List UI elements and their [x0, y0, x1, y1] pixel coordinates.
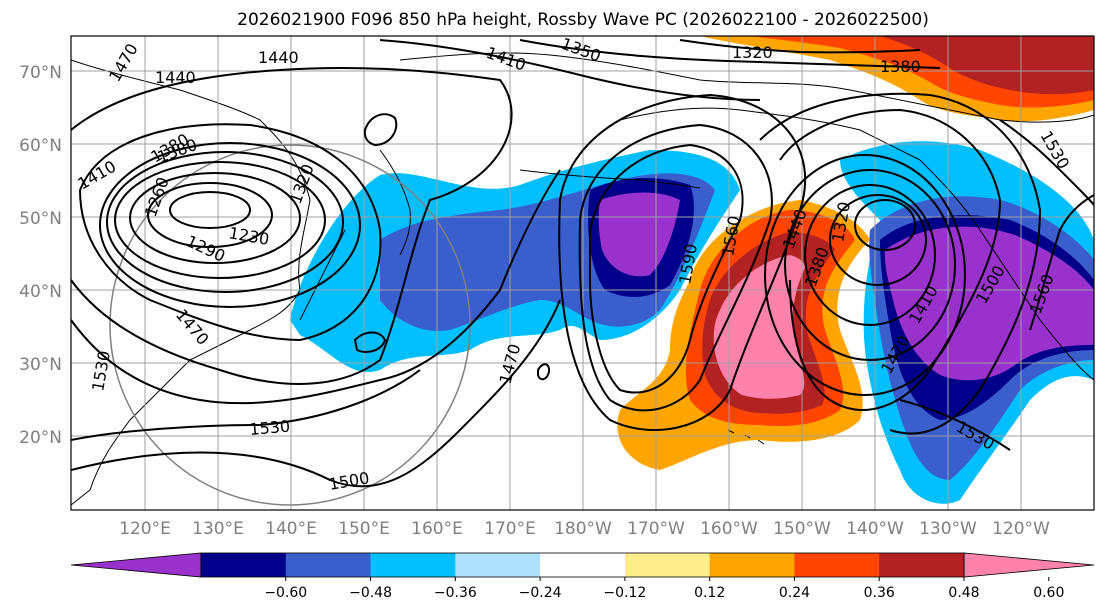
colorbar-extend-high — [963, 552, 1095, 578]
map-area: 1470 1440 1440 1410 1380 1350 1320 1380 … — [71, 36, 1094, 510]
contour-1530-east — [899, 399, 1011, 451]
low-central-1380 — [804, 184, 936, 326]
lon-label: 180°W — [554, 519, 612, 539]
lat-label: 40°N — [19, 282, 62, 302]
contour-label: 1380 — [880, 57, 921, 76]
lon-label: 140°W — [846, 519, 904, 539]
contour-label: 1530 — [249, 417, 291, 439]
height-contours — [71, 39, 1094, 488]
colorbar-tick-label: 0.12 — [694, 585, 725, 601]
colorbar-tick-label: 0.48 — [948, 585, 979, 601]
small-closed-contour-3 — [537, 363, 551, 381]
lon-label: 120°W — [992, 519, 1050, 539]
colorbar-segment — [370, 553, 456, 577]
colorbar: −0.60 −0.48 −0.36 −0.24 −0.12 0.12 0.24 0.36 0.4… — [70, 552, 1095, 601]
colorbar-tick-label: −0.24 — [519, 585, 562, 601]
low-central-1410 — [784, 169, 956, 361]
contour-label: 1440 — [155, 68, 196, 87]
colorbar-tick-label: −0.36 — [434, 585, 477, 601]
contour-1530-arctic — [999, 119, 1094, 206]
colorbar-frame — [200, 552, 965, 578]
lon-label: 160°E — [411, 519, 463, 539]
low-west-1320 — [114, 161, 326, 279]
contour-1530-center — [558, 93, 807, 431]
lon-label: 130°W — [919, 519, 977, 539]
low-west-1290 — [129, 172, 301, 264]
low-central-1350 — [829, 194, 927, 286]
colorbar-segment — [455, 553, 541, 577]
contour-1500-east — [759, 92, 1042, 435]
contour-1320-arctic — [679, 39, 921, 54]
colorbar-segment — [624, 553, 711, 577]
lon-label: 150°W — [773, 519, 831, 539]
contour-1380-arctic — [519, 39, 941, 69]
north-america-coast — [919, 159, 1094, 381]
colorbar-segment — [540, 553, 626, 577]
contour-1560-east — [1029, 194, 1094, 331]
alaska-coast — [619, 107, 921, 161]
colorbar-segment — [201, 553, 287, 577]
lat-label: 30°N — [19, 355, 62, 375]
lon-label: 170°W — [627, 519, 685, 539]
low-west-1260 — [147, 182, 273, 248]
colorbar-tick-label: 0.24 — [779, 585, 810, 601]
low-central-1440 — [764, 154, 966, 396]
gridlines — [71, 36, 1094, 510]
lon-label: 150°E — [338, 519, 390, 539]
lat-label: 70°N — [19, 63, 62, 83]
lon-label: 130°E — [192, 519, 244, 539]
low-west-1350 — [106, 151, 344, 293]
colorbar-segment — [709, 553, 795, 577]
contour-1500 — [71, 299, 561, 488]
small-closed-contour-2 — [353, 331, 387, 353]
colorbar-tick-label: −0.48 — [349, 585, 392, 601]
contour-1470-east — [779, 108, 1002, 411]
map-frame — [70, 35, 1095, 511]
colorbar-tick-label: −0.60 — [264, 585, 307, 601]
map-title: 2026021900 F096 850 hPa height, Rossby W… — [237, 10, 929, 30]
negative-anomaly-center-west — [598, 192, 680, 277]
low-central-1320 — [854, 199, 916, 251]
low-west-1380 — [99, 142, 361, 308]
contour-1590 — [589, 143, 744, 394]
colorbar-segment — [879, 553, 965, 577]
contour-1560 — [578, 123, 773, 412]
lat-label: 50°N — [19, 209, 62, 229]
kamchatka-coast — [379, 149, 411, 256]
aleutian-chain — [519, 169, 701, 189]
lat-label: 20°N — [19, 428, 62, 448]
small-closed-contour — [363, 113, 398, 147]
lat-label: 60°N — [19, 136, 62, 156]
latitude-labels: 70°N 60°N 50°N 40°N 30°N 20°N — [19, 63, 62, 448]
low-west-1230 — [169, 191, 251, 229]
colorbar-tick-label: 0.36 — [864, 585, 895, 601]
lon-label: 140°E — [265, 519, 317, 539]
lon-label: 120°E — [119, 519, 171, 539]
positive-anomaly-arctic-inner — [880, 36, 1094, 95]
contour-1410-arctic — [379, 39, 761, 101]
colorbar-tick-label: −0.12 — [603, 585, 646, 601]
contour-label: 1440 — [258, 48, 299, 67]
colorbar-extend-low — [70, 552, 202, 578]
colorbar-tick-label: 0.60 — [1033, 585, 1064, 601]
lon-label: 160°W — [700, 519, 758, 539]
contour-1410-west — [79, 123, 382, 342]
lon-label: 170°E — [484, 519, 536, 539]
contour-1440-west — [71, 67, 513, 385]
contour-label: 1320 — [732, 43, 773, 62]
negative-anomaly-east-center — [884, 226, 1094, 381]
contour-1530-west — [71, 369, 421, 441]
longitude-labels: 120°E 130°E 140°E 150°E 160°E 170°E 180°… — [119, 519, 1050, 539]
contour-1470-west — [71, 169, 561, 405]
colorbar-segment — [794, 553, 880, 577]
colorbar-segment — [285, 553, 372, 577]
